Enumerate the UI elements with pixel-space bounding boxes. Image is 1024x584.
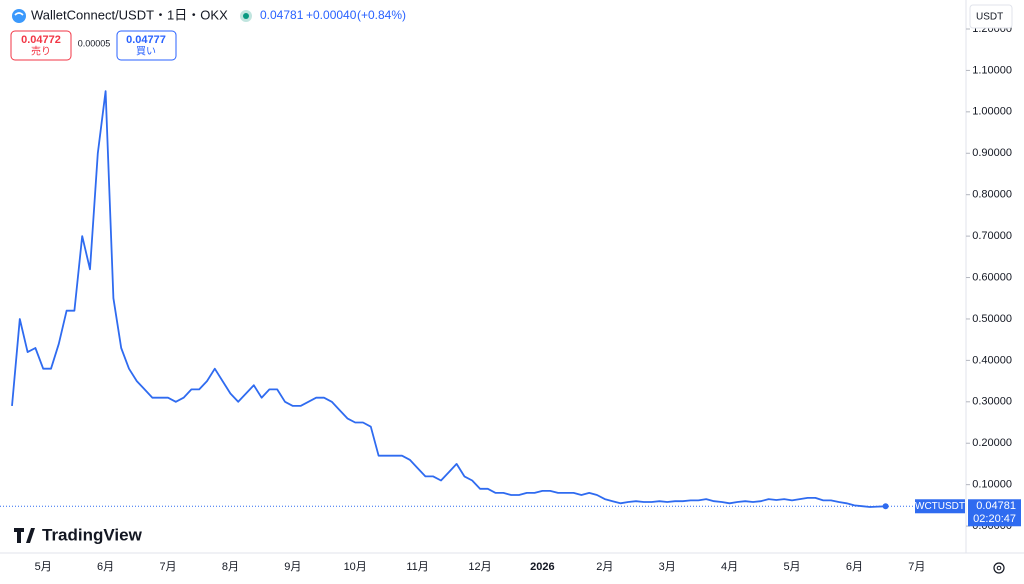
logo-glyph [14, 12, 24, 16]
sell-price[interactable]: 0.04772 [21, 34, 61, 46]
x-tick-label: 6月 [97, 561, 114, 573]
change-percent: (+0.84%) [357, 8, 406, 22]
symbol-title: WalletConnect/USDT・1日・OKX [31, 7, 228, 22]
settings-icon-center[interactable] [996, 565, 1002, 571]
y-tick-label: 0.70000 [972, 230, 1012, 242]
x-tick-label: 9月 [284, 561, 301, 573]
y-tick-label: 0.80000 [972, 189, 1012, 201]
x-tick-label: 4月 [721, 561, 738, 573]
price-tag-value: 0.04781 [976, 500, 1016, 512]
settings-icon[interactable] [993, 562, 1005, 574]
x-tick-label: 7月 [159, 561, 176, 573]
y-tick-label: 0.60000 [972, 271, 1012, 283]
currency-button[interactable] [969, 4, 1013, 29]
overlay: WalletConnect/USDT・1日・OKX 0.04781 +0.000… [10, 4, 1021, 574]
x-tick-label: 8月 [222, 561, 239, 573]
price-tag [968, 499, 1021, 527]
x-tick-label: 7月 [908, 561, 925, 573]
sell-button[interactable] [10, 30, 72, 61]
buy-button[interactable] [116, 30, 177, 61]
y-tick-label: 1.10000 [972, 64, 1012, 76]
buy-price[interactable]: 0.04777 [126, 34, 166, 46]
symbol-tag-text: WCTUSDT [915, 501, 965, 512]
spread: 0.00005 [78, 38, 111, 48]
x-tick-label: 10月 [344, 561, 367, 573]
y-tick-label: 0.40000 [972, 354, 1012, 366]
y-tick-label: 0.10000 [972, 479, 1012, 491]
y-tick-label: 0.30000 [972, 396, 1012, 408]
last-point [882, 503, 889, 510]
brand-logo: TradingView [14, 525, 143, 544]
x-tick-label: 6月 [846, 561, 863, 573]
x-tick-label: 2026 [530, 561, 554, 573]
x-tick-label: 3月 [659, 561, 676, 573]
x-tick-label: 11月 [406, 561, 428, 573]
price-tag-countdown: 02:20:47 [973, 513, 1016, 525]
y-tick-label: 0.90000 [972, 147, 1012, 159]
currency[interactable]: USDT [976, 12, 1003, 23]
y-tick-label: 0.20000 [972, 437, 1012, 449]
symbol-tag [915, 499, 965, 514]
x-tick-label: 12月 [468, 561, 491, 573]
brand-mark [14, 528, 35, 543]
plot-area [0, 90, 966, 510]
x-tick-label: 5月 [783, 561, 800, 573]
y-tick-label: 1.00000 [972, 106, 1012, 118]
buy-label[interactable]: 買い [136, 46, 156, 58]
change: +0.00040 [306, 8, 357, 22]
symbol-logo [12, 9, 26, 23]
brand-name: TradingView [42, 525, 143, 544]
x-tick-label: 5月 [35, 561, 52, 573]
status-dot [243, 13, 249, 19]
last-price: 0.04781 [260, 8, 304, 22]
x-tick-label: 2月 [596, 561, 613, 573]
sell-label[interactable]: 売り [31, 45, 51, 58]
y-tick-label: 0.50000 [972, 313, 1012, 325]
price-line [11, 90, 886, 508]
